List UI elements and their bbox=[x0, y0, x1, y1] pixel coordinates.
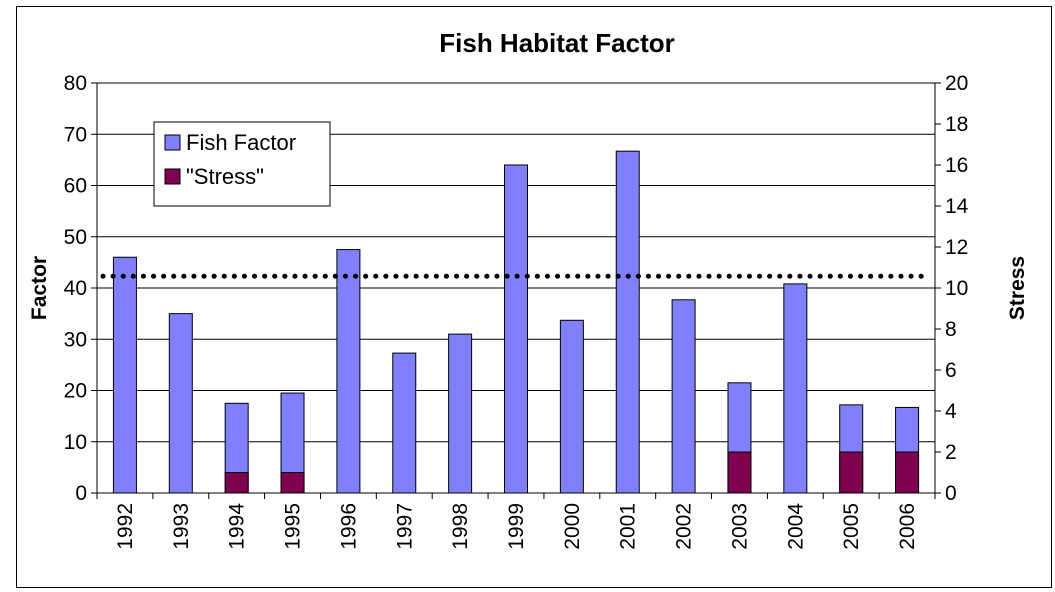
fish-factor-bar bbox=[448, 333, 473, 494]
x-tick-label: 2004 bbox=[784, 503, 807, 550]
y2-tick-label: 6 bbox=[945, 359, 957, 382]
stress-bar bbox=[224, 472, 249, 494]
x-tick-label: 1999 bbox=[505, 503, 528, 550]
y-tick-label: 10 bbox=[64, 431, 87, 454]
x-tick-label: 1994 bbox=[226, 503, 249, 550]
stress-bar bbox=[727, 451, 752, 494]
legend: Fish Factor "Stress" bbox=[153, 121, 331, 207]
y-tick-label: 60 bbox=[64, 175, 87, 198]
fish-factor-bar bbox=[392, 352, 417, 494]
y2-tick-label: 18 bbox=[945, 113, 968, 136]
x-tick-label: 2002 bbox=[673, 503, 696, 550]
y2-tick-label: 16 bbox=[945, 154, 968, 177]
y2-tick-label: 8 bbox=[945, 318, 957, 341]
stress-bar bbox=[839, 451, 864, 494]
fish-factor-bar bbox=[783, 283, 808, 494]
y2-axis-title: Stress bbox=[1006, 256, 1029, 320]
x-tick-label: 1992 bbox=[114, 503, 137, 550]
y-tick-label: 20 bbox=[64, 380, 87, 403]
y-tick-label: 30 bbox=[64, 328, 87, 351]
x-tick-label: 2005 bbox=[840, 503, 863, 550]
x-tick-label: 1993 bbox=[170, 503, 193, 550]
y2-tick-label: 10 bbox=[945, 277, 968, 300]
legend-label: "Stress" bbox=[186, 164, 264, 189]
fish-factor-bar bbox=[615, 150, 640, 494]
x-tick-label: 1997 bbox=[393, 503, 416, 550]
fish-factor-bar bbox=[671, 299, 696, 494]
y2-tick-label: 4 bbox=[945, 400, 957, 423]
fish-factor-bar bbox=[504, 164, 528, 494]
chart-title: Fish Habitat Factor bbox=[439, 28, 674, 58]
x-tick-label: 1998 bbox=[449, 503, 472, 550]
x-tick-label: 2001 bbox=[617, 503, 640, 550]
fish-factor-bar bbox=[168, 313, 193, 494]
x-tick-label: 2006 bbox=[896, 503, 919, 550]
x-tick-label: 1996 bbox=[337, 503, 360, 550]
y-tick-label: 50 bbox=[64, 226, 87, 249]
bars bbox=[112, 150, 920, 494]
fish-factor-bar bbox=[559, 319, 584, 494]
x-tick-label: 2003 bbox=[728, 503, 751, 550]
axes: 0 10 20 30 40 50 60 70 80 0 2 4 6 8 10 12 14 16 18 20 1992 19… bbox=[64, 72, 969, 550]
y2-tick-label: 2 bbox=[945, 441, 957, 464]
y-axis-title: Factor bbox=[28, 256, 51, 320]
y-tick-label: 0 bbox=[75, 482, 87, 505]
x-tick-label: 2000 bbox=[561, 503, 584, 550]
stress-bar bbox=[280, 472, 305, 494]
fish-factor-bar bbox=[112, 256, 137, 494]
legend-swatch bbox=[164, 168, 181, 185]
fish-factor-bar bbox=[336, 249, 361, 494]
y2-tick-label: 12 bbox=[945, 236, 968, 259]
y2-tick-label: 14 bbox=[945, 195, 969, 218]
legend-label: Fish Factor bbox=[186, 130, 296, 155]
y-tick-label: 40 bbox=[64, 277, 87, 300]
legend-swatch bbox=[164, 134, 181, 151]
y-tick-label: 80 bbox=[64, 72, 87, 95]
x-tick-label: 1995 bbox=[282, 503, 305, 550]
legend-box bbox=[153, 121, 331, 207]
y-tick-label: 70 bbox=[64, 123, 87, 146]
stress-bar bbox=[895, 451, 920, 494]
y2-tick-label: 0 bbox=[945, 482, 957, 505]
y2-tick-label: 20 bbox=[945, 72, 968, 95]
